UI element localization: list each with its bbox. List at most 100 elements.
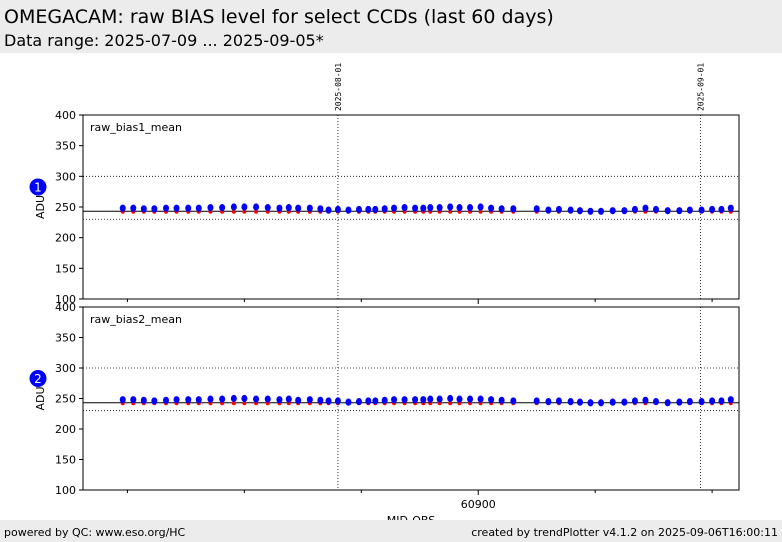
- panel-1-data-point: [709, 205, 716, 214]
- panel-1-data-point: [664, 207, 671, 215]
- panel-1-data-point: [555, 205, 562, 214]
- panel-1-data-point: [365, 205, 372, 214]
- panel-1-data-point: [334, 205, 341, 214]
- panel-1-ytick-label: 200: [55, 232, 76, 245]
- page-title: OMEGACAM: raw BIAS level for select CCDs…: [4, 6, 554, 28]
- panel-2-data-point: [381, 396, 388, 404]
- panel-2-data-point: [285, 395, 292, 403]
- panel-1-data-point: [576, 207, 583, 215]
- panel-1-data-point: [151, 205, 158, 213]
- panel-2-ytick-label: 350: [55, 332, 76, 345]
- date-marker-label: 2025-09-01: [696, 63, 705, 111]
- panel-1-data-point: [567, 206, 574, 214]
- panel-1-data-point: [456, 204, 463, 212]
- panel-2-ytick-label: 400: [55, 301, 76, 314]
- panel-1-data-point: [676, 207, 683, 215]
- panel-2-ytick-label: 200: [55, 423, 76, 436]
- panel-2-ytick-label: 100: [55, 484, 76, 497]
- panel-2-data-point: [456, 395, 463, 403]
- panel-1-data-point: [727, 204, 734, 212]
- panel-2-ytick-label: 150: [55, 454, 76, 467]
- panel-1-data-point: [119, 204, 126, 212]
- panel-1-data-point: [686, 206, 693, 214]
- panel-1-data-point: [163, 204, 170, 212]
- panel-2-data-point: [276, 396, 283, 404]
- panel-1-data-point: [533, 205, 540, 213]
- panel-2-data-point: [587, 399, 594, 407]
- panel-1-data-point: [195, 204, 202, 212]
- panel-2-data-point: [567, 397, 574, 406]
- panel-2-data-point: [365, 397, 372, 405]
- panel-2-data-point: [555, 397, 562, 405]
- panel-2-data-point: [317, 396, 324, 404]
- panel-2-data-point: [576, 398, 583, 406]
- panel-1-ytick-label: 350: [55, 140, 76, 153]
- panel-1-data-point: [436, 204, 443, 212]
- panel-2-data-point: [372, 397, 379, 405]
- panel-1-data-point: [130, 204, 137, 212]
- panel-2-data-point: [295, 396, 302, 404]
- panel-1-ytick-label: 150: [55, 262, 76, 275]
- panel-1-data-point: [241, 203, 248, 211]
- panel-1-data-point: [219, 204, 226, 212]
- panel-2-data-point: [510, 397, 517, 405]
- panel-2-label: raw_bias2_mean: [90, 313, 182, 326]
- panel-1-data-point: [173, 204, 180, 212]
- panel-2-data-point: [412, 396, 419, 404]
- panel-2-frame: [82, 306, 740, 491]
- panel-2-data-point: [163, 396, 170, 404]
- panel-2-data-point: [642, 396, 649, 404]
- panel-2-ytick-label: 250: [55, 393, 76, 406]
- panel-1-data-point: [391, 204, 398, 212]
- panel-1-data-point: [207, 204, 214, 212]
- panel-1-data-point: [276, 204, 283, 212]
- panel-1-data-point: [355, 205, 362, 214]
- panel-2-data-point: [391, 396, 398, 404]
- panel-1-data-point: [140, 205, 147, 213]
- panel-2-reference-point: [448, 401, 453, 406]
- panel-2-data-point: [545, 397, 552, 406]
- panel-1-reference-point: [231, 209, 236, 214]
- panel-1-data-point: [621, 207, 628, 215]
- panel-1-data-point: [587, 207, 594, 215]
- panel-1-data-point: [412, 204, 419, 212]
- panel-1-frame: [82, 114, 740, 300]
- panel-1-data-point: [264, 204, 271, 212]
- panel-2-data-point: [195, 396, 202, 404]
- panel-2-badge-number: 2: [34, 372, 42, 386]
- panel-2-data-point: [241, 394, 248, 403]
- panel-2-reference-point: [231, 401, 236, 406]
- panel-2-data-point: [119, 396, 126, 404]
- panel-2-data-point: [436, 395, 443, 403]
- panel-2-data-point: [230, 394, 237, 403]
- panel-2-data-point: [598, 399, 605, 407]
- panel-1-data-point: [467, 204, 474, 212]
- panel-1-label: raw_bias1_mean: [90, 121, 182, 134]
- panel-1-data-point: [698, 206, 705, 214]
- panel-2-data-point: [718, 397, 725, 405]
- panel-1-data-point: [285, 204, 292, 212]
- panel-1-reference-point: [478, 209, 483, 214]
- panel-2-data-point: [652, 397, 659, 406]
- panel-2-data-point: [631, 397, 638, 405]
- panel-2-data-point: [709, 397, 716, 405]
- panel-1-data-point: [372, 205, 379, 214]
- panel-2-data-point: [140, 396, 147, 404]
- panel-2-data-point: [253, 395, 260, 403]
- panel-2-data-point: [676, 398, 683, 406]
- panel-2-data-point: [488, 396, 495, 404]
- panel-2-data-point: [467, 395, 474, 403]
- panel-1-data-point: [381, 205, 388, 213]
- panel-2-data-point: [609, 398, 616, 406]
- panel-2-data-point: [698, 397, 705, 406]
- panel-1-data-point: [325, 206, 332, 214]
- panel-1-data-point: [420, 204, 427, 212]
- panel-2-data-point: [207, 395, 214, 403]
- panel-1-ytick-label: 100: [55, 293, 76, 306]
- panel-2-data-point: [151, 397, 158, 405]
- panel-2-data-point: [334, 397, 341, 405]
- panel-2-badge: [29, 370, 47, 387]
- panel-1-data-point: [652, 205, 659, 214]
- panel-1-data-point: [253, 203, 260, 211]
